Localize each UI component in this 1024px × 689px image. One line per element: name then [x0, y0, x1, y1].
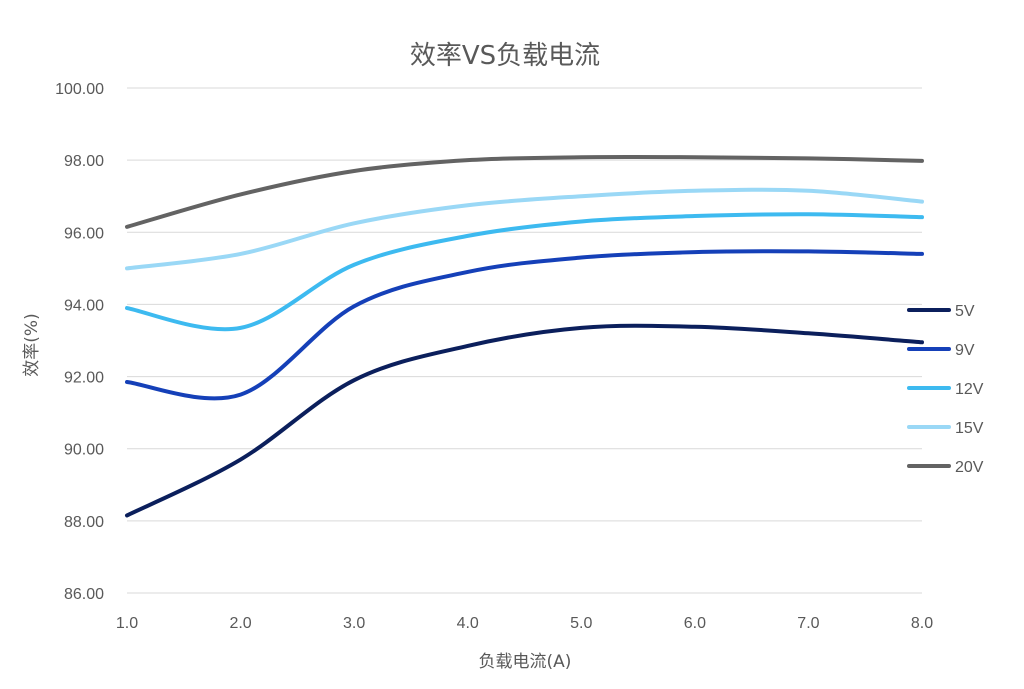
legend-label-9V: 9V	[955, 342, 975, 359]
x-tick-label: 7.0	[797, 615, 819, 632]
series-line-15V	[125, 187, 924, 271]
y-tick-label: 88.00	[64, 514, 104, 531]
x-tick-label: 2.0	[229, 615, 251, 632]
x-tick-label: 8.0	[911, 615, 933, 632]
series-line-12V	[125, 212, 924, 332]
series-line-5V	[125, 323, 924, 518]
chart-title: 效率VS负载电流	[410, 41, 600, 71]
x-tick-label: 5.0	[570, 615, 592, 632]
y-tick-label: 100.00	[55, 81, 104, 98]
y-tick-label: 94.00	[64, 297, 104, 314]
x-axis-label: 负载电流(A)	[479, 652, 572, 672]
y-tick-label: 90.00	[64, 442, 104, 459]
x-tick-label: 3.0	[343, 615, 365, 632]
y-tick-label: 98.00	[64, 153, 104, 170]
x-tick-label: 1.0	[116, 615, 138, 632]
legend-label-5V: 5V	[955, 303, 975, 320]
y-tick-label: 86.00	[64, 586, 104, 603]
x-tick-label: 6.0	[684, 615, 706, 632]
y-tick-label: 96.00	[64, 225, 104, 242]
series-line-20V	[125, 155, 924, 229]
x-axis-ticks: 1.0 2.0 3.0 4.0 5.0 6.0 7.0 8.0	[116, 615, 933, 632]
gridlines	[127, 87, 922, 594]
series-lines	[125, 155, 924, 518]
legend-label-20V: 20V	[955, 459, 984, 476]
y-axis-label: 效率(%)	[22, 313, 42, 376]
legend: 5V 9V 12V 15V 20V	[907, 303, 984, 476]
y-axis-ticks: 86.00 88.00 90.00 92.00 94.00 96.00 98.00 100.0…	[55, 81, 104, 603]
y-tick-label: 92.00	[64, 370, 104, 387]
legend-label-15V: 15V	[955, 420, 984, 437]
series-line-9V	[125, 249, 924, 401]
x-tick-label: 4.0	[457, 615, 479, 632]
legend-label-12V: 12V	[955, 381, 984, 398]
